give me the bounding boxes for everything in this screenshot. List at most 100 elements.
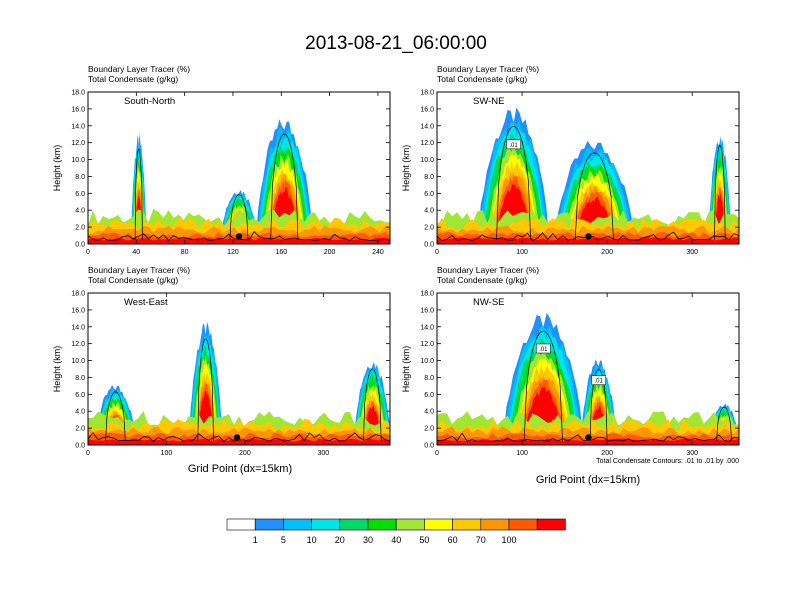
location-marker bbox=[585, 434, 592, 441]
x-tick-label: 300 bbox=[686, 450, 698, 457]
x-tick-label: 0 bbox=[86, 249, 90, 256]
contour-label: .01 bbox=[509, 143, 518, 149]
contour-label-box bbox=[536, 343, 551, 354]
x-tick-label: 200 bbox=[601, 450, 613, 457]
plot-frame bbox=[87, 292, 391, 446]
y-tick-label: 16.0 bbox=[71, 307, 85, 314]
y-tick-label: 16.0 bbox=[420, 106, 434, 113]
y-axis-label: Height (km) bbox=[401, 145, 411, 192]
y-tick-label: 12.0 bbox=[71, 341, 85, 348]
y-tick-label: 0.0 bbox=[75, 242, 85, 249]
contour-label: .01 bbox=[594, 379, 603, 385]
colorbar-label: 1 bbox=[253, 535, 258, 545]
colorbar-label: 40 bbox=[391, 535, 401, 545]
condensate-contour bbox=[197, 338, 214, 441]
colorbar-swatch bbox=[480, 518, 510, 531]
y-tick-label: 2.0 bbox=[424, 426, 434, 433]
x-axis-label: Grid Point (dx=15km) bbox=[536, 474, 640, 486]
y-axis-label: Height (km) bbox=[52, 346, 62, 393]
colorbar-label: 10 bbox=[307, 535, 317, 545]
y-tick-label: 6.0 bbox=[424, 191, 434, 198]
colorbar-swatch bbox=[339, 518, 369, 531]
y-tick-label: 8.0 bbox=[75, 174, 85, 181]
colorbar-label: 60 bbox=[448, 535, 458, 545]
condensate-contour bbox=[270, 133, 299, 240]
y-tick-label: 8.0 bbox=[75, 375, 85, 382]
y-tick-label: 8.0 bbox=[424, 375, 434, 382]
condensate-contour bbox=[714, 144, 726, 240]
panel-title-line2: Total Condensate (g/kg) bbox=[88, 275, 178, 285]
y-tick-label: 0.0 bbox=[75, 443, 85, 450]
colorbar-label: 50 bbox=[419, 535, 429, 545]
x-tick-label: 200 bbox=[601, 249, 613, 256]
y-tick-label: 10.0 bbox=[71, 358, 85, 365]
boundary-layer-band bbox=[88, 237, 390, 244]
plot-frame bbox=[436, 292, 740, 446]
tracer-field bbox=[88, 119, 390, 244]
y-tick-label: 6.0 bbox=[75, 392, 85, 399]
x-axis-label: Grid Point (dx=15km) bbox=[188, 463, 292, 475]
colorbar-label: 30 bbox=[363, 535, 373, 545]
y-tick-label: 10.0 bbox=[420, 358, 434, 365]
x-tick-label: 240 bbox=[372, 249, 384, 256]
panel-label: South-North bbox=[124, 96, 175, 107]
y-tick-label: 0.0 bbox=[424, 242, 434, 249]
condensate-contour bbox=[523, 330, 563, 441]
panel-title-line1: Boundary Layer Tracer (%) bbox=[437, 265, 539, 275]
condensate-contour bbox=[134, 148, 143, 240]
y-tick-label: 16.0 bbox=[71, 106, 85, 113]
condensate-contour bbox=[363, 368, 382, 441]
x-tick-label: 40 bbox=[132, 249, 140, 256]
y-tick-label: 10.0 bbox=[71, 157, 85, 164]
y-axis-label: Height (km) bbox=[401, 346, 411, 393]
panel-west-east: 0.0 2.0 4.0 6.0 8.0 10.0 12.0 14.0 16.0 18.0 0 100 2… bbox=[52, 265, 391, 457]
panel-title-line2: Total Condensate (g/kg) bbox=[437, 275, 527, 285]
y-axis-label: Height (km) bbox=[52, 145, 62, 192]
condensate-contour bbox=[589, 368, 608, 441]
condensate-contour bbox=[716, 406, 732, 441]
location-marker bbox=[233, 434, 241, 441]
x-tick-label: 200 bbox=[239, 450, 251, 457]
x-tick-label: 300 bbox=[686, 249, 698, 256]
x-tick-label: 0 bbox=[435, 450, 439, 457]
colorbar-swatch bbox=[536, 518, 566, 531]
panel-title-line2: Total Condensate (g/kg) bbox=[437, 74, 527, 84]
colorbar-label: 100 bbox=[501, 535, 516, 545]
colorbar-swatch bbox=[367, 518, 397, 531]
panel-nw-se: .01 .01 0.0 2.0 4.0 6.0 8.0 10.0 12.0 14.0 16.0 18.… bbox=[401, 265, 740, 457]
y-tick-label: 4.0 bbox=[75, 409, 85, 416]
y-tick-label: 6.0 bbox=[424, 392, 434, 399]
x-tick-label: 100 bbox=[161, 450, 173, 457]
panel-label: NW-SE bbox=[473, 297, 505, 308]
x-tick-label: 200 bbox=[324, 249, 336, 256]
figure-title: 2013-08-21_06:00:00 bbox=[305, 33, 487, 54]
colorbar-swatch bbox=[254, 518, 284, 531]
y-tick-label: 14.0 bbox=[420, 123, 434, 130]
y-tick-label: 14.0 bbox=[71, 324, 85, 331]
x-tick-label: 0 bbox=[86, 450, 90, 457]
contour-label: .01 bbox=[539, 347, 548, 353]
condensate-contour bbox=[496, 125, 531, 240]
y-tick-label: 6.0 bbox=[75, 191, 85, 198]
colorbar-label: 5 bbox=[281, 535, 286, 545]
y-tick-label: 2.0 bbox=[75, 426, 85, 433]
tracer-field bbox=[437, 107, 739, 244]
y-tick-label: 18.0 bbox=[71, 90, 85, 97]
y-tick-label: 12.0 bbox=[420, 341, 434, 348]
y-tick-label: 14.0 bbox=[420, 324, 434, 331]
colorbar-swatch bbox=[424, 518, 453, 531]
tracer-field bbox=[88, 321, 390, 445]
y-tick-label: 18.0 bbox=[71, 291, 85, 298]
boundary-layer-band bbox=[437, 438, 739, 445]
panel-label: SW-NE bbox=[473, 96, 505, 107]
colorbar-swatch bbox=[508, 518, 538, 531]
plot-frame bbox=[436, 91, 740, 245]
y-tick-label: 8.0 bbox=[424, 174, 434, 181]
contour-label-box bbox=[591, 375, 606, 385]
location-marker bbox=[235, 233, 243, 240]
panel-label: West-East bbox=[124, 297, 168, 308]
y-tick-label: 12.0 bbox=[420, 140, 434, 147]
y-tick-label: 10.0 bbox=[420, 157, 434, 164]
panel-title-line1: Boundary Layer Tracer (%) bbox=[88, 265, 190, 275]
